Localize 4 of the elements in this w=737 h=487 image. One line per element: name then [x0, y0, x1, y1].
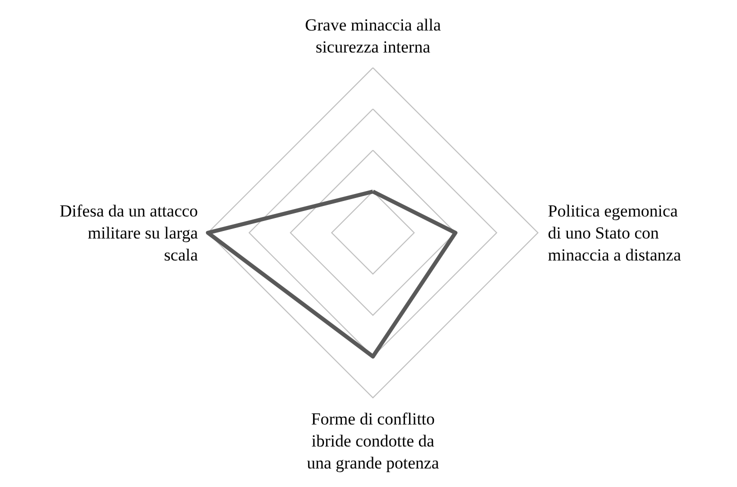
- spoke-label: Politica egemonica di uno Stato con minaccia a distanza: [548, 201, 682, 264]
- spoke-label: Grave minaccia alla sicurezza interna: [304, 15, 442, 56]
- spoke-label: Difesa da un attacco militare su larga scala: [60, 201, 198, 264]
- spoke-label: Forme di conflitto ibride condotte da una grande potenza: [306, 409, 440, 472]
